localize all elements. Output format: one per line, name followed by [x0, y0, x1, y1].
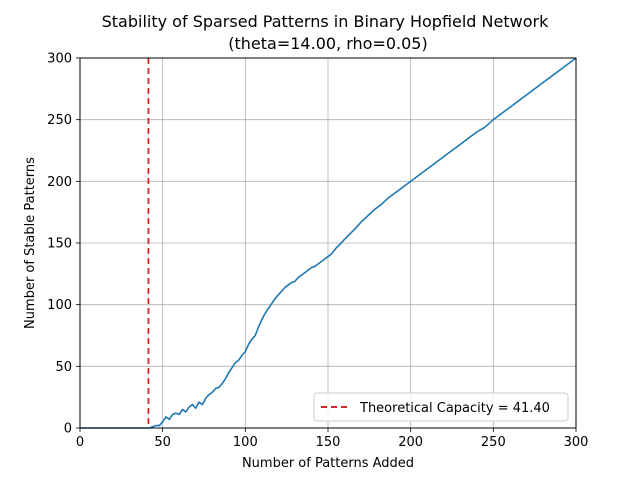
legend: Theoretical Capacity = 41.40	[313, 392, 569, 422]
chart-title-line1: Stability of Sparsed Patterns in Binary …	[102, 12, 549, 31]
x-axis-ticks: 0 50 100 150 200 250 300	[76, 428, 589, 450]
y-tick-label: 0	[64, 422, 72, 437]
legend-label-reference-line: Theoretical Capacity = 41.40	[359, 401, 550, 416]
x-tick-label: 100	[233, 435, 258, 450]
y-tick-label: 300	[47, 52, 72, 67]
y-axis-label: Number of Stable Patterns	[23, 157, 38, 329]
y-tick-label: 100	[47, 298, 72, 313]
x-tick-label: 0	[76, 435, 84, 450]
y-tick-label: 250	[47, 113, 72, 128]
x-tick-label: 200	[398, 435, 423, 450]
y-axis-ticks: 0 50 100 150 200 250 300	[47, 52, 80, 437]
x-tick-label: 150	[316, 435, 341, 450]
x-tick-label: 300	[564, 435, 589, 450]
y-tick-label: 50	[55, 360, 72, 375]
series-line	[80, 57, 577, 429]
y-tick-label: 150	[47, 237, 72, 252]
series-layer	[80, 57, 577, 429]
legend-box	[313, 392, 569, 422]
chart-title-line2: (theta=14.00, rho=0.05)	[228, 34, 427, 53]
x-tick-label: 250	[481, 435, 506, 450]
x-tick-label: 50	[154, 435, 171, 450]
y-tick-label: 200	[47, 175, 72, 190]
x-axis-label: Number of Patterns Added	[242, 456, 414, 471]
